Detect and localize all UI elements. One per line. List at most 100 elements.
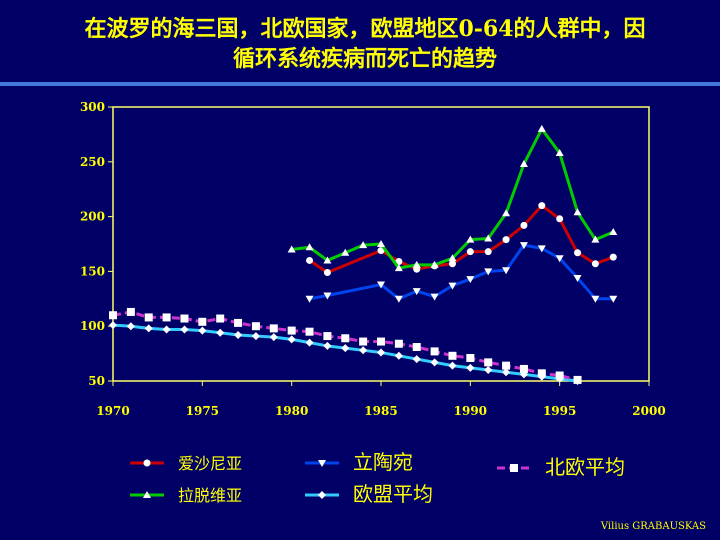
legend-marker-3 (318, 491, 326, 499)
data-point-2 (484, 268, 493, 276)
data-point-2 (448, 282, 457, 290)
data-point-4 (269, 324, 278, 333)
data-point-4 (287, 326, 296, 335)
data-point-1 (502, 209, 511, 217)
data-point-2 (519, 242, 528, 250)
data-point-3 (162, 325, 171, 334)
data-point-1 (430, 260, 439, 268)
data-point-3 (180, 325, 189, 334)
data-point-1 (466, 235, 475, 243)
data-point-3 (430, 358, 439, 367)
legend-marker-0 (143, 459, 151, 467)
data-point-2 (430, 293, 439, 301)
y-tick-label: 50 (88, 374, 105, 388)
data-point-2 (394, 295, 403, 303)
y-tick-label: 250 (80, 155, 105, 169)
data-point-3 (484, 366, 493, 375)
legend-label-0: 爱沙尼亚 (178, 454, 242, 473)
data-point-3 (126, 322, 135, 331)
data-point-3 (359, 346, 368, 355)
legend-label-2: 立陶宛 (353, 450, 413, 474)
data-point-4 (537, 369, 546, 378)
data-point-1 (591, 235, 600, 243)
data-point-4 (359, 337, 368, 346)
data-point-1 (448, 254, 457, 262)
y-tick-label: 100 (80, 319, 105, 333)
legend-label-1: 拉脱维亚 (178, 486, 242, 505)
data-point-3 (109, 321, 117, 330)
y-tick-label: 300 (80, 100, 105, 114)
x-tick-label: 1995 (543, 404, 576, 418)
data-point-4 (412, 343, 421, 352)
data-point-3 (323, 341, 332, 350)
data-point-1 (609, 227, 618, 235)
data-point-3 (287, 335, 296, 344)
data-point-0 (306, 256, 314, 264)
data-point-2 (412, 288, 421, 296)
data-point-0 (591, 260, 599, 268)
data-point-2 (609, 295, 618, 303)
data-point-3 (198, 326, 207, 335)
series-line-2 (309, 243, 614, 301)
data-point-3 (412, 355, 421, 364)
data-point-3 (234, 330, 243, 339)
data-point-0 (520, 221, 528, 229)
data-point-3 (448, 361, 457, 370)
data-point-4 (341, 334, 350, 343)
data-point-2 (305, 295, 314, 303)
title-line-2: 循环系统疾病而死亡的趋势 (232, 46, 497, 72)
x-tick-label: 1975 (186, 404, 219, 418)
data-point-0 (448, 260, 456, 268)
data-point-2 (537, 245, 546, 253)
data-point-4 (126, 307, 135, 316)
data-point-3 (251, 332, 260, 341)
legend-label-3: 欧盟平均 (353, 482, 433, 506)
data-point-1 (287, 245, 296, 253)
data-point-1 (323, 256, 332, 264)
data-point-3 (144, 324, 153, 333)
data-point-4 (305, 327, 314, 336)
data-point-2 (377, 281, 385, 289)
legend-marker-4 (510, 464, 518, 472)
x-tick-label: 1980 (275, 404, 308, 418)
data-point-4 (519, 364, 528, 373)
data-point-4 (573, 375, 582, 384)
data-point-1 (377, 240, 385, 247)
series-line-0 (308, 204, 614, 274)
author-credit: Vilius GRABAUSKAS (600, 521, 706, 532)
chart-title: 在波罗的海三国，北欧国家，欧盟地区0-64的人群中，因 循环系统疾病而死亡的趋势 (20, 14, 710, 74)
x-tick-label: 2000 (632, 404, 665, 418)
data-point-4 (109, 311, 117, 320)
data-point-4 (555, 371, 564, 380)
y-tick-label: 200 (80, 210, 105, 224)
data-point-4 (502, 361, 511, 370)
data-point-1 (555, 149, 564, 157)
data-point-4 (484, 358, 493, 367)
data-point-2 (466, 276, 475, 284)
data-point-4 (180, 314, 189, 323)
legend-marker-1 (143, 491, 151, 498)
data-point-0 (484, 248, 492, 256)
data-point-4 (466, 353, 475, 362)
data-point-2 (323, 292, 332, 300)
data-point-1 (484, 234, 493, 242)
data-point-0 (609, 253, 617, 261)
data-point-0 (466, 248, 474, 256)
data-point-1 (537, 124, 546, 132)
data-point-3 (269, 333, 278, 342)
data-point-4 (198, 317, 207, 326)
data-point-0 (323, 268, 331, 276)
series-line-1 (291, 127, 614, 270)
data-point-4 (394, 339, 403, 348)
data-point-3 (502, 368, 511, 377)
data-point-3 (394, 351, 403, 360)
data-point-3 (216, 328, 225, 337)
data-point-4 (162, 313, 171, 322)
data-point-3 (341, 344, 350, 353)
data-point-1 (341, 248, 350, 256)
data-point-4 (216, 314, 225, 323)
data-point-4 (430, 347, 439, 356)
data-point-2 (502, 267, 511, 275)
data-point-2 (555, 255, 564, 263)
